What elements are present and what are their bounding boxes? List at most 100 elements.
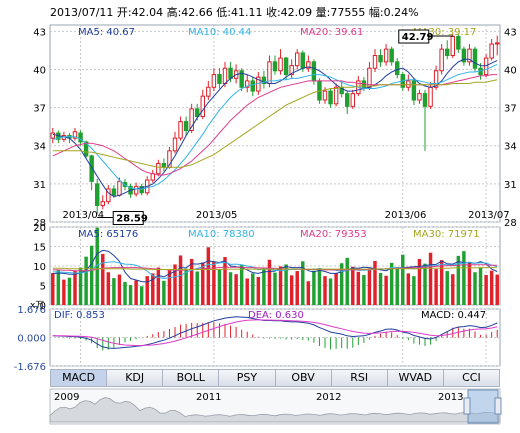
volume-bar — [278, 266, 283, 305]
candle-body — [406, 80, 411, 88]
volume-bar — [178, 255, 183, 305]
candle-body — [206, 86, 211, 97]
candle-body — [133, 185, 139, 195]
volume-bar — [367, 268, 372, 305]
volume-bar — [256, 276, 261, 305]
indicator-tabs[interactable]: MACD KDJ BOLL PSY OBV RSI WVAD CCI — [50, 369, 500, 387]
macd-label: DEA: 0.630 — [248, 310, 304, 321]
tab-cci[interactable]: CCI — [462, 371, 481, 384]
price-tick-left: 31 — [33, 180, 46, 191]
volume-bar — [351, 266, 355, 305]
volume-bar — [206, 247, 211, 305]
candle-body — [172, 137, 178, 152]
candle-body — [322, 90, 328, 101]
candle-body — [383, 48, 389, 63]
volume-bar — [439, 260, 444, 305]
volume-bar — [312, 270, 316, 305]
volume-bar — [451, 274, 455, 305]
candle-body — [295, 52, 300, 67]
volume-bar — [112, 278, 116, 305]
volume-bar — [295, 271, 299, 305]
price-tick-right: 37 — [504, 104, 517, 115]
candle-body — [117, 180, 122, 196]
volume-bar — [101, 253, 105, 305]
candle-body — [495, 42, 500, 45]
candle-body — [483, 57, 489, 76]
tab-boll[interactable]: BOLL — [163, 370, 220, 386]
tab-wvad[interactable]: WVAD — [388, 370, 444, 386]
volume-bar — [51, 273, 55, 305]
volume-bar — [251, 273, 255, 305]
tab-psy[interactable]: PSY — [219, 370, 276, 386]
volume-bar — [434, 269, 438, 305]
volume-bar — [189, 258, 194, 305]
high-callout: 42.79 — [402, 32, 434, 43]
candle-body — [278, 57, 283, 72]
volume-bar — [428, 252, 433, 305]
volume-ma30-line — [52, 267, 498, 270]
volume-bar — [484, 274, 488, 305]
volume-bar — [73, 270, 77, 305]
candle-body — [283, 57, 289, 76]
macd-tick: 1.676 — [17, 305, 46, 316]
volume-tick: 15 — [33, 243, 46, 254]
candle-body — [328, 90, 333, 105]
tab-obv[interactable]: OBV — [276, 370, 332, 386]
candle-body — [89, 155, 94, 182]
candle-body — [467, 48, 472, 63]
tab-kdj[interactable]: KDJ — [107, 370, 164, 386]
price-ma-label: MA30: 39.17 — [413, 27, 476, 38]
volume-bar — [417, 258, 422, 305]
date-tick: 2013/07 — [468, 210, 510, 221]
range-navigator[interactable]: 2009 2011 2012 2013 — [49, 388, 502, 425]
candle-body — [333, 86, 339, 105]
macd-tick: -1.676 — [14, 362, 46, 373]
price-tick-right: 31 — [504, 180, 517, 191]
price-tick-right: 40 — [504, 65, 517, 76]
volume-bar — [289, 275, 294, 305]
volume-bar — [467, 262, 472, 305]
candle-body — [378, 55, 383, 63]
volume-bar — [67, 277, 72, 305]
candle-body — [245, 80, 250, 88]
volume-bar — [406, 273, 411, 305]
macd-label: DIF: 0.853 — [54, 310, 105, 321]
candle-body — [261, 76, 267, 84]
tab-rsi[interactable]: RSI — [332, 370, 388, 386]
candle-body — [200, 95, 206, 118]
volume-bar — [306, 281, 311, 305]
volume-bar — [162, 280, 166, 305]
volume-ma-label: MA10: 78380 — [188, 229, 255, 240]
volume-bar — [317, 267, 322, 305]
candle-body — [72, 131, 78, 139]
tab-macd[interactable]: MACD — [51, 370, 108, 386]
volume-bar — [89, 245, 94, 305]
volume-bar — [328, 278, 333, 305]
volume-bar — [167, 270, 172, 305]
price-tick-right: 28 — [504, 218, 517, 229]
volume-bar — [156, 267, 161, 305]
date-tick: 2013/06 — [385, 210, 427, 221]
low-callout: 28.59 — [116, 214, 148, 225]
candle-body — [189, 108, 194, 131]
price-tick-left: 43 — [33, 27, 46, 38]
candle-body — [50, 132, 56, 139]
macd-label: MACD: 0.447 — [421, 310, 486, 321]
navigator-area — [49, 397, 501, 423]
price-tick-left: 34 — [33, 142, 46, 153]
volume-ma20-line — [52, 264, 498, 272]
volume-bar — [62, 279, 66, 305]
volume-bar — [84, 256, 88, 305]
candle-body — [300, 52, 305, 69]
price-tick-right: 43 — [504, 27, 517, 38]
volume-panel — [51, 227, 499, 305]
macd-dea-line — [52, 319, 498, 346]
volume-bar — [401, 254, 405, 305]
candle-body — [195, 108, 200, 118]
price-ma-label: MA5: 40.67 — [78, 27, 135, 38]
candle-body — [178, 121, 183, 139]
candle-body — [161, 163, 167, 168]
volume-bar — [201, 262, 205, 305]
candle-body — [211, 74, 217, 88]
